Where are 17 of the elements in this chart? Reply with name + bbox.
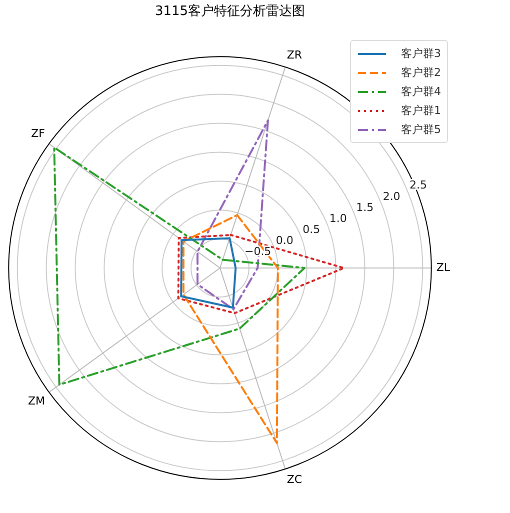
chart-title: 3115客户特征分析雷达图 [154, 3, 306, 20]
spoke-label: ZM [28, 394, 45, 408]
y-tick-label: 1.5 [356, 200, 374, 214]
legend-label: 客户群5 [401, 122, 441, 137]
spoke-label: ZR [286, 48, 302, 62]
legend-label: 客户群3 [401, 46, 441, 61]
spoke-label: ZL [436, 260, 451, 274]
spoke-label: ZF [31, 127, 45, 140]
legend-label: 客户群4 [401, 84, 441, 99]
spoke-label: ZC [286, 473, 302, 486]
y-tick-label: −0.5 [244, 245, 272, 258]
y-tick-label: 1.0 [329, 212, 347, 225]
legend-label: 客户群1 [401, 103, 441, 118]
legend-label: 客户群2 [401, 65, 441, 80]
y-tick-label: 0.0 [276, 234, 294, 248]
y-tick-label: 0.5 [302, 223, 320, 236]
y-tick-label: 2.0 [382, 190, 400, 203]
